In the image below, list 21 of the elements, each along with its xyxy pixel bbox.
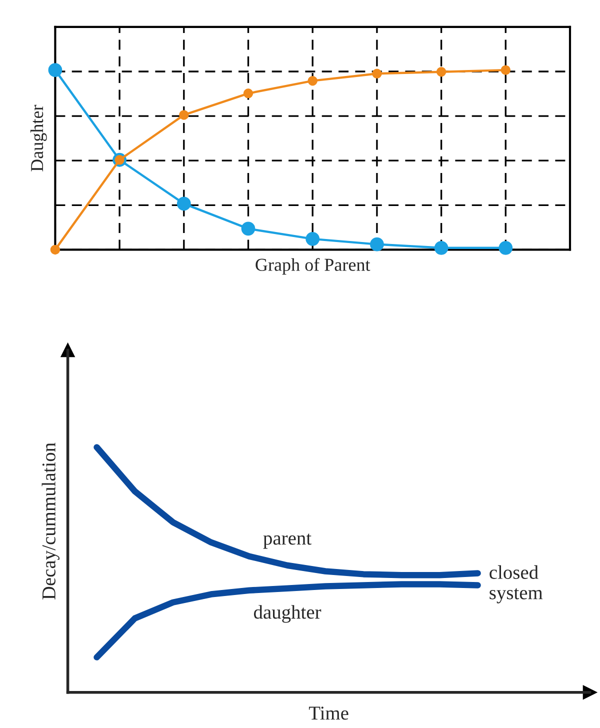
point [436, 66, 446, 77]
point [48, 63, 62, 77]
point [434, 240, 448, 255]
point [308, 76, 318, 86]
y-axis-title: Daughter [30, 104, 47, 172]
point [306, 232, 320, 246]
point [241, 222, 256, 236]
point [243, 88, 254, 98]
series-label: parent [263, 534, 312, 549]
x-axis-title: Graph of Parent [256, 258, 370, 275]
point [372, 68, 382, 79]
point [370, 237, 384, 252]
point [179, 110, 189, 120]
point [498, 240, 513, 255]
point [500, 65, 511, 75]
point [50, 244, 60, 255]
series-label: daughter [254, 605, 322, 623]
x-axis-title: Time [308, 706, 348, 720]
point [176, 196, 191, 211]
y-axis-title: Decay/cummulation [42, 442, 60, 600]
annotation: closed system [490, 565, 543, 604]
